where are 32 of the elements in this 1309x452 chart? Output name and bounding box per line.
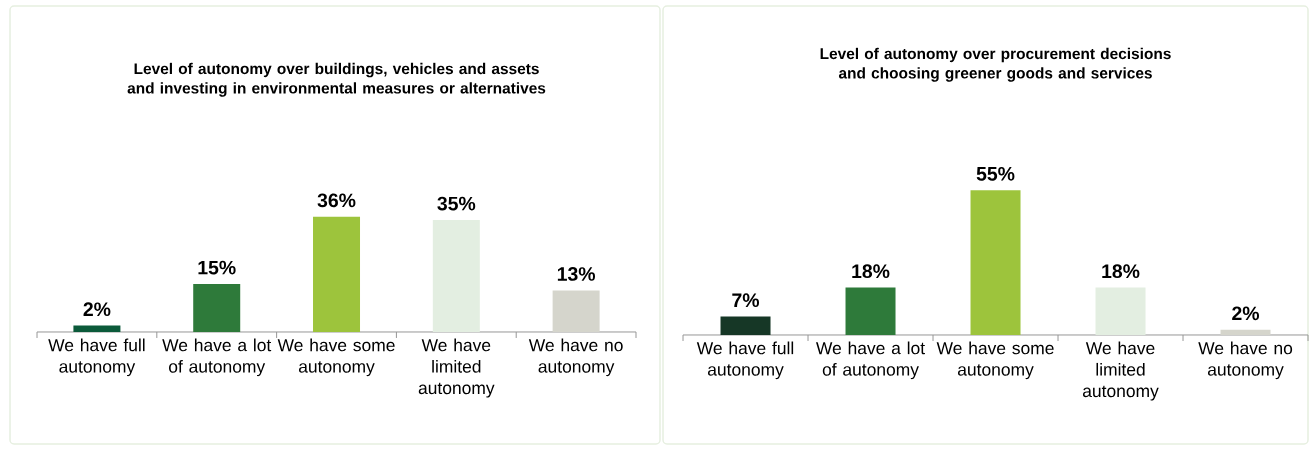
x-tick-label: We have no autonomy	[528, 338, 623, 377]
bar	[970, 190, 1021, 335]
bar	[313, 216, 361, 332]
data-label: 13%	[557, 267, 596, 281]
x-tick-label: We have limited autonomy	[1082, 341, 1159, 401]
bar	[845, 287, 896, 335]
bar	[73, 325, 121, 332]
data-label: 2%	[83, 302, 111, 317]
bar	[1095, 287, 1146, 335]
data-label: 18%	[1102, 264, 1140, 279]
bar	[1220, 329, 1271, 335]
data-label: 7%	[732, 293, 760, 308]
data-label: 35%	[437, 196, 476, 211]
x-tick-label: We have some autonomy	[936, 341, 1054, 380]
data-label: 18%	[852, 264, 890, 279]
x-tick-label: We have no autonomy	[1198, 341, 1293, 380]
x-tick-label: We have full autonomy	[48, 338, 145, 377]
bar	[552, 290, 600, 332]
x-tick-label: We have a lot of autonomy	[162, 338, 272, 377]
x-tick-label: We have full autonomy	[696, 341, 794, 380]
data-label: 2%	[1232, 306, 1260, 321]
x-tick-label: We have a lot of autonomy	[816, 341, 925, 380]
bar	[193, 283, 241, 332]
x-tick-label: We have limited autonomy	[418, 338, 495, 398]
bar	[432, 219, 480, 332]
chart-title: Level of autonomy over procurement decisions and choosing greener goods and services	[820, 47, 1171, 82]
data-label: 36%	[317, 193, 356, 208]
bar	[720, 316, 771, 335]
data-label: 15%	[198, 260, 236, 275]
data-label: 55%	[976, 166, 1015, 181]
chart-title: Level of autonomy over buildings, vehicles and assets and investing in environmental measures or alternatives	[127, 62, 546, 97]
x-tick-label: We have some autonomy	[277, 338, 395, 377]
